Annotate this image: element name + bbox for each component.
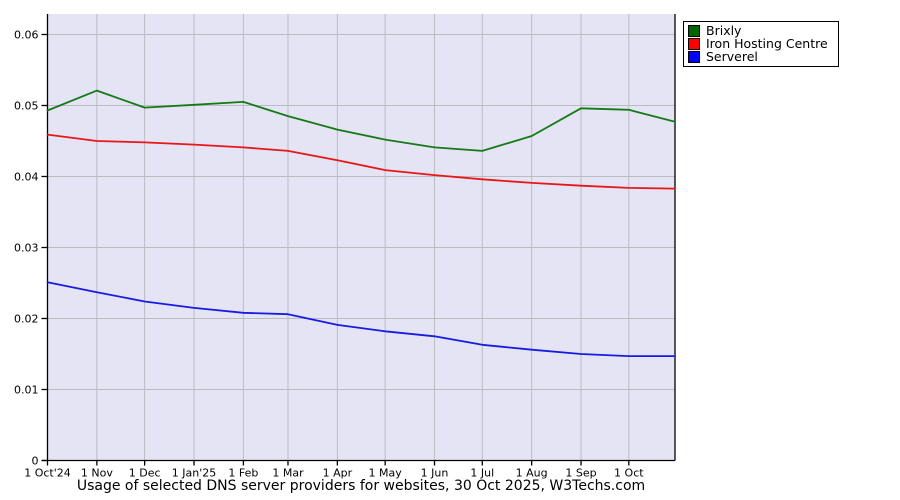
y-tick-label: 0.01 [14, 384, 39, 397]
series-line-brixly [46, 89, 676, 152]
axes [41, 14, 676, 462]
x-tick-label: 1 Sep [565, 467, 596, 480]
y-tick-label: 0.06 [14, 29, 39, 42]
y-tick-label: 0.05 [14, 100, 39, 113]
x-tick-label: 1 Mar [272, 467, 304, 480]
brixly-swatch-icon [688, 24, 700, 37]
legend-item-brixly: Brixly [688, 24, 828, 37]
iron-hosting-centre-swatch-icon [688, 37, 700, 50]
gridlines [47, 14, 675, 461]
x-tick-label: 1 Oct [614, 467, 644, 480]
chart-caption: Usage of selected DNS server providers f… [76, 478, 646, 494]
serverel-swatch-icon [688, 50, 700, 63]
x-tick-label: 1 Nov [81, 467, 113, 480]
legend-label-iron-hosting-centre: Iron Hosting Centre [706, 36, 828, 51]
y-tick-label: 0.04 [14, 171, 39, 184]
legend-label-brixly: Brixly [706, 23, 742, 38]
x-tick-label: 1 Jun [421, 467, 449, 480]
plot-area [47, 14, 675, 461]
x-tick-label: 1 Oct'24 [24, 467, 71, 480]
legend: Brixly Iron Hosting Centre Serverel [683, 21, 839, 67]
y-axis-labels: 0 0.01 0.02 0.03 0.04 0.05 0.06 [14, 29, 48, 468]
x-tick-label: 1 May [369, 467, 403, 480]
y-tick-label: 0.02 [14, 313, 39, 326]
series-line-serverel [46, 281, 676, 358]
x-tick-label: 1 Jan'25 [172, 467, 216, 480]
x-tick-label: 1 Aug [516, 467, 548, 480]
legend-label-serverel: Serverel [706, 49, 758, 64]
y-tick-label: 0 [32, 455, 39, 468]
x-axis-labels: 1 Oct'24 1 Nov 1 Dec 1 Jan'25 1 Feb 1 Mar 1 Ap… [24, 460, 644, 480]
legend-item-serverel: Serverel [688, 50, 828, 63]
legend-item-iron-hosting-centre: Iron Hosting Centre [688, 37, 828, 50]
x-tick-label: 1 Feb [228, 467, 258, 480]
x-tick-label: 1 Dec [129, 467, 161, 480]
x-tick-label: 1 Jul [470, 467, 494, 480]
y-tick-label: 0.03 [14, 242, 39, 255]
x-tick-label: 1 Apr [323, 467, 353, 480]
series-line-iron-hosting-centre [46, 133, 676, 190]
